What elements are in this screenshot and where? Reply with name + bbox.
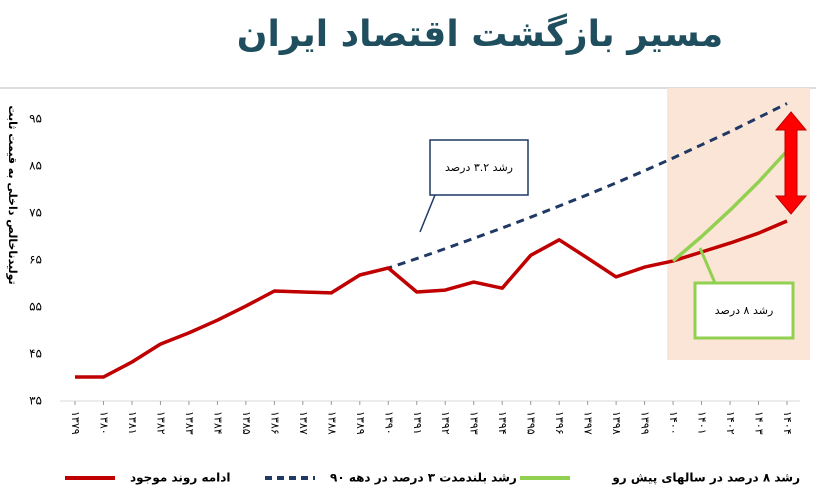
gap-arrow <box>774 111 808 215</box>
x-tick-label: ۱۳۸۷ <box>297 411 310 435</box>
x-tick-label: ۱۳۹۲ <box>439 411 452 435</box>
x-tick-label: ۱۳۸۰ <box>97 411 110 435</box>
callout-box <box>429 139 529 196</box>
x-tick-label: ۱۴۰۰ <box>667 411 680 435</box>
x-tick-label: ۱۳۸۸ <box>325 411 338 435</box>
x-tick-label: ۱۳۸۵ <box>240 411 253 435</box>
x-tick-label: ۱۳۹۶ <box>553 411 566 435</box>
chart-title: مسیر بازگشت اقتصاد ایران <box>237 13 723 55</box>
callout-line <box>419 194 436 233</box>
y-tick-label: ۴۵ <box>29 347 42 361</box>
x-tick-label: ۱۴۰۲ <box>724 411 737 435</box>
x-tick-label: ۱۳۸۹ <box>354 411 367 435</box>
legend-label: رشد بلندمدت ۳ درصد در دهه ۹۰ <box>330 471 517 485</box>
series-line <box>671 149 789 263</box>
y-axis-label: تولیدناخالص داخلی به قیمت ثابت <box>6 105 19 284</box>
x-tick-label: ۱۳۹۷ <box>582 411 595 435</box>
y-tick-label: ۹۵ <box>29 112 42 126</box>
x-tick-label: ۱۳۹۴ <box>496 411 509 435</box>
y-tick-label: ۶۵ <box>29 253 42 267</box>
y-tick-label: ۷۵ <box>29 206 42 220</box>
y-tick-label: ۳۵ <box>29 394 42 408</box>
callout-line <box>698 247 717 284</box>
x-tick-label: ۱۳۹۰ <box>382 411 395 435</box>
annotation: رشد ۸ درصد <box>715 304 774 317</box>
legend-label: رشد ۸ درصد در سالهای پیش رو <box>611 471 800 486</box>
legend-label: ادامه روند موجود <box>130 471 231 486</box>
x-tick-label: ۱۳۸۱ <box>126 411 139 435</box>
x-tick-label: ۱۳۹۵ <box>525 411 538 435</box>
x-tick-label: ۱۴۰۴ <box>781 411 794 435</box>
x-tick-label: ۱۳۹۳ <box>468 411 481 435</box>
callout-box <box>693 281 795 340</box>
x-tick-label: ۱۳۹۱ <box>411 411 424 435</box>
x-tick-label: ۱۳۸۳ <box>183 411 196 435</box>
annotation: رشد ۳.۲ درصد <box>445 161 513 174</box>
x-tick-label: ۱۳۸۶ <box>268 411 281 435</box>
x-tick-label: ۱۴۰۳ <box>753 411 766 435</box>
x-tick-label: ۱۴۰۱ <box>696 411 709 435</box>
x-tick-label: ۱۳۸۴ <box>211 411 224 435</box>
x-tick-label: ۱۳۹۸ <box>610 411 623 435</box>
x-tick-label: ۱۳۷۹ <box>69 411 82 435</box>
y-tick-label: ۸۵ <box>29 159 42 173</box>
series-line <box>75 219 788 379</box>
x-tick-label: ۱۳۸۲ <box>154 411 167 435</box>
y-tick-label: ۵۵ <box>29 300 42 314</box>
x-tick-label: ۱۳۹۹ <box>639 411 652 435</box>
